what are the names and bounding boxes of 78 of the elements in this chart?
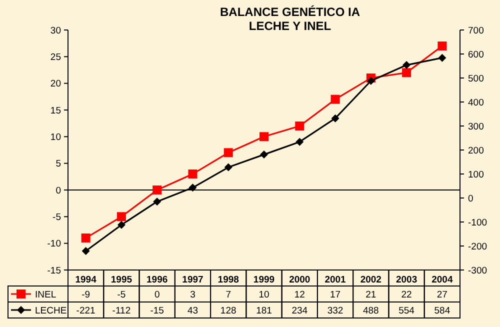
y-tick-label: 10: [50, 132, 61, 143]
legend-label: INEL: [35, 289, 56, 300]
point: [81, 234, 90, 242]
point: [152, 186, 162, 194]
data-label: 21: [366, 289, 376, 300]
y2-tick-label: -200: [468, 241, 488, 252]
data-label: 43: [187, 305, 198, 316]
data-label: 332: [327, 305, 344, 316]
y2-tick-label: -100: [468, 217, 488, 228]
point: [295, 122, 304, 130]
data-label: 488: [362, 305, 379, 316]
point: [330, 94, 340, 104]
x-tick-label: 2001: [324, 274, 347, 286]
x-tick-label: 1997: [182, 274, 204, 286]
point: [224, 163, 232, 172]
point: [260, 132, 268, 142]
data-label: 12: [294, 289, 305, 300]
y-tick-label: 15: [50, 105, 61, 116]
y-tick-label: 25: [50, 52, 61, 63]
data-label: 234: [292, 305, 308, 316]
x-tick-label: 2003: [396, 274, 418, 286]
x-tick-label: 2004: [432, 274, 454, 286]
point: [153, 198, 162, 206]
data-label: -9: [82, 289, 90, 300]
data-label: 3: [190, 289, 196, 300]
y-tick-label: -10: [47, 238, 61, 250]
data-label: 7: [226, 289, 232, 300]
data-label: 584: [434, 305, 450, 316]
point: [224, 148, 233, 158]
y2-tick-label: 500: [468, 73, 484, 84]
y2-tick-label: 200: [468, 145, 484, 156]
point: [116, 212, 126, 222]
x-tick-label: 1994: [75, 274, 98, 286]
point: [82, 247, 90, 256]
x-tick-label: 1999: [253, 274, 275, 286]
data-label: 181: [256, 305, 272, 316]
data-label: 22: [401, 289, 412, 300]
data-label: 10: [258, 289, 270, 300]
data-label: 27: [436, 289, 448, 300]
y2-tick-label: 0: [468, 193, 474, 204]
y-tick-label: 0: [56, 185, 61, 196]
point: [402, 68, 412, 78]
legend-label: LECHE: [35, 305, 67, 316]
data-label: -5: [117, 289, 126, 300]
point: [188, 170, 198, 178]
point: [438, 42, 447, 50]
y-tick-label: -5: [52, 212, 61, 223]
y-tick-label: 30: [50, 25, 61, 36]
point: [331, 114, 340, 122]
point: [402, 61, 411, 70]
data-label: -221: [76, 305, 96, 316]
y-tick-label: -15: [47, 265, 61, 276]
point: [438, 54, 446, 62]
data-label: 554: [398, 305, 414, 316]
point: [260, 150, 268, 159]
data-label: 0: [154, 289, 160, 300]
y-tick-label: 5: [56, 158, 61, 170]
x-tick-label: 1998: [218, 274, 239, 286]
data-label: -112: [112, 305, 131, 316]
y2-tick-label: 700: [468, 25, 484, 36]
y2-tick-label: -300: [468, 265, 488, 276]
y2-tick-label: 300: [468, 121, 484, 132]
x-tick-label: 1995: [110, 274, 133, 286]
data-label: -15: [150, 305, 164, 316]
y-tick-label: 20: [50, 78, 61, 90]
point: [188, 184, 197, 192]
y2-tick-label: 600: [468, 49, 484, 60]
point: [366, 76, 375, 85]
data-label: 128: [220, 305, 236, 316]
y2-tick-label: 400: [468, 97, 484, 108]
x-tick-label: 2000: [289, 274, 310, 286]
y2-tick-label: 100: [468, 169, 484, 180]
point: [296, 138, 304, 146]
point: [117, 220, 126, 229]
chart-title: BALANCE GENÉTICO IA LECHE Y INEL: [220, 5, 360, 33]
data-label: 17: [330, 289, 341, 300]
x-tick-label: 2002: [360, 274, 382, 286]
x-tick-label: 1996: [146, 274, 168, 286]
